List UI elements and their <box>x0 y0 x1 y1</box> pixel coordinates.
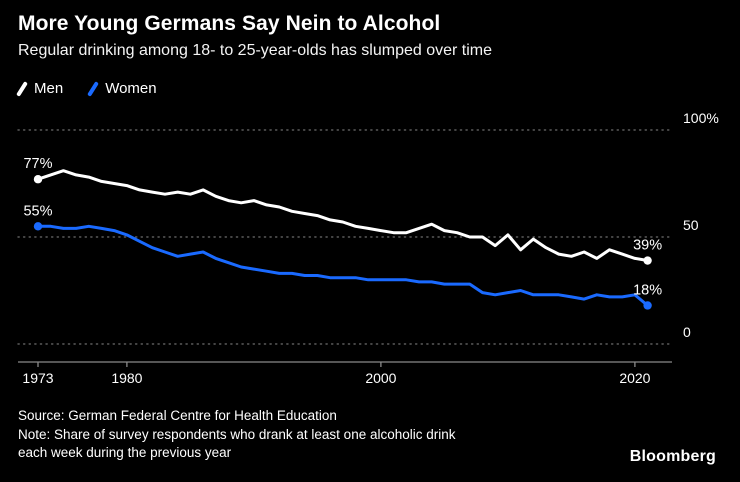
bloomberg-logo: Bloomberg <box>629 448 716 465</box>
legend-item-women: Women <box>87 80 157 97</box>
legend-label-women: Women <box>105 80 157 97</box>
svg-text:18%: 18% <box>633 282 662 298</box>
source-note: Source: German Federal Centre for Health… <box>18 407 456 463</box>
legend-item-men: Men <box>16 80 64 97</box>
svg-text:50: 50 <box>683 217 699 233</box>
chart-svg: 100% 50 0 1973 1980 2000 2020 77% 55% 39% 18% <box>17 110 719 386</box>
legend-label-men: Men <box>34 80 64 97</box>
svg-text:39%: 39% <box>633 238 662 254</box>
svg-text:2020: 2020 <box>619 370 650 386</box>
source-line: Source: German Federal Centre for Health… <box>18 408 337 423</box>
line-chart: 100% 50 0 1973 1980 2000 2020 77% 55% 39% 18% <box>0 100 740 400</box>
women-line-swatch <box>87 80 100 97</box>
svg-text:0: 0 <box>683 324 691 340</box>
svg-text:77%: 77% <box>23 156 52 172</box>
svg-text:1973: 1973 <box>22 370 53 386</box>
svg-text:2000: 2000 <box>365 370 396 386</box>
svg-text:55%: 55% <box>23 203 52 219</box>
note-line-1: Note: Share of survey respondents who dr… <box>18 426 456 442</box>
chart-title: More Young Germans Say Nein to Alcohol <box>18 12 441 35</box>
note-line-2: each week during the previous year <box>18 445 232 461</box>
svg-text:100%: 100% <box>683 110 719 126</box>
chart-legend: Men Women <box>16 80 157 97</box>
men-line-swatch <box>16 80 28 97</box>
chart-subtitle: Regular drinking among 18- to 25-year-ol… <box>18 42 493 59</box>
svg-text:1980: 1980 <box>111 370 142 386</box>
